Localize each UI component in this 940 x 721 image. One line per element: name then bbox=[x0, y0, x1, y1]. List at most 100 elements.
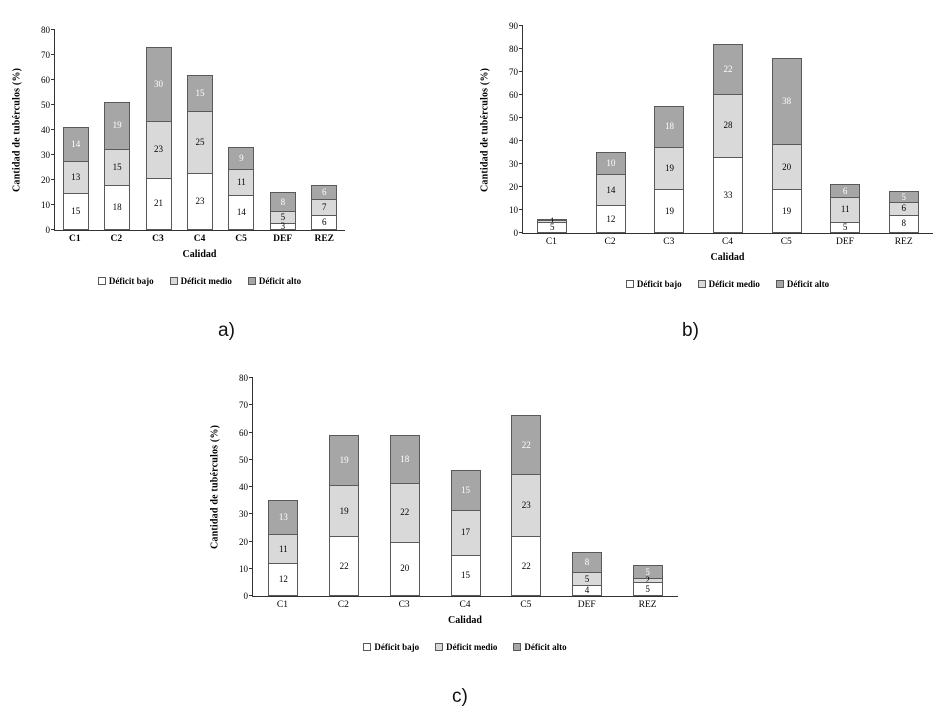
stacked-bar: 23 25 15 bbox=[186, 74, 213, 230]
segment-value-label: 15 bbox=[195, 87, 205, 98]
segment-value-label: 5 bbox=[280, 211, 286, 222]
segment-value-label: 14 bbox=[71, 139, 81, 149]
segment-value-label: 28 bbox=[723, 120, 733, 131]
segment-value-label: 5 bbox=[550, 221, 555, 232]
y-tick bbox=[249, 458, 253, 460]
bar-segment-deficit-bajo: 21 bbox=[145, 177, 172, 230]
y-tick bbox=[51, 229, 55, 230]
segment-value-label: 13 bbox=[278, 512, 288, 523]
segment-value-label: 9 bbox=[239, 152, 244, 163]
bar-segment-deficit-medio: 19 bbox=[654, 146, 685, 191]
y-tick-label: 60 bbox=[239, 427, 248, 438]
bar-segment-deficit-alto: 22 bbox=[713, 44, 744, 95]
y-tick bbox=[51, 104, 55, 105]
y-tick-label: 30 bbox=[239, 509, 248, 520]
legend-marker bbox=[513, 643, 522, 651]
category-label: DEF bbox=[835, 237, 854, 247]
segment-value-label: 20 bbox=[782, 161, 792, 172]
segment-value-label: 5 bbox=[584, 573, 590, 584]
segment-value-label: 38 bbox=[782, 96, 792, 107]
bar-segment-deficit-medio: 11 bbox=[830, 197, 861, 223]
category-label: C1 bbox=[545, 237, 557, 247]
figure-label-a: a) bbox=[218, 320, 235, 341]
bar-segment-deficit-alto: 8 bbox=[269, 192, 296, 212]
y-tick-label: 10 bbox=[509, 205, 518, 215]
category-label: C3 bbox=[398, 600, 410, 610]
segment-value-label: 8 bbox=[901, 218, 907, 229]
bar-segment-deficit-bajo: 20 bbox=[389, 541, 420, 596]
plot-column: 15 13 14 18 15 19 21 23 30 23 25 15 14 11 9 3 5 8 6 7 6 C1 C2… bbox=[51, 29, 345, 286]
category-label: C1 bbox=[276, 600, 288, 610]
bar-segment-deficit-medio: 6 bbox=[888, 201, 919, 216]
segment-value-label: 19 bbox=[339, 505, 349, 516]
chart-a-body: Cantidad de tubérculos (%) 0 10 20 30 40 50 60… bbox=[10, 25, 345, 286]
legend-item: Déficit alto bbox=[513, 642, 567, 652]
bar-segment-deficit-medio: 11 bbox=[228, 168, 255, 196]
category-label: C2 bbox=[110, 234, 123, 244]
stacked-bar: 5 11 6 bbox=[830, 184, 861, 233]
y-tick bbox=[519, 163, 523, 164]
y-tick-label: 20 bbox=[509, 182, 518, 192]
segment-value-label: 6 bbox=[901, 203, 907, 214]
bar-segment-deficit-medio: 28 bbox=[713, 93, 744, 159]
y-tick-label: 0 bbox=[45, 225, 51, 235]
category-label: REZ bbox=[638, 600, 657, 610]
category-label: REZ bbox=[894, 237, 913, 247]
segment-value-label: 1 bbox=[550, 215, 555, 225]
bar-segment-deficit-medio: 20 bbox=[771, 144, 802, 191]
y-tick-label: 10 bbox=[41, 200, 50, 210]
segment-value-label: 21 bbox=[154, 198, 164, 209]
y-tick bbox=[51, 79, 55, 80]
legend-marker bbox=[625, 280, 634, 288]
bar-segment-deficit-medio: 23 bbox=[145, 121, 172, 179]
x-axis-title: Calidad bbox=[448, 615, 482, 626]
category-label: C3 bbox=[663, 237, 675, 247]
bar-group-c1: 511 bbox=[523, 26, 582, 233]
bar-segment-deficit-bajo: 6 bbox=[311, 215, 338, 230]
y-tick bbox=[519, 117, 523, 118]
bar-group-c4: 33 28 22 bbox=[699, 26, 758, 233]
bar-segment-deficit-bajo: 15 bbox=[450, 555, 481, 596]
y-tick-label: 80 bbox=[509, 44, 518, 54]
plot-area: 12 11 13 22 19 19 20 22 18 15 17 15 22 23 22 4 5 8 5 2 5 bbox=[249, 377, 678, 597]
segment-value-label: 5 bbox=[645, 583, 650, 594]
y-tick bbox=[51, 54, 55, 55]
bar-group-c3: 19 19 18 bbox=[640, 26, 699, 233]
segment-value-label: 22 bbox=[400, 507, 410, 518]
bar-segment-deficit-bajo: 12 bbox=[595, 205, 626, 233]
legend-item: Déficit bajo bbox=[625, 279, 682, 289]
segment-value-label: 22 bbox=[521, 439, 531, 450]
bar-segment-deficit-medio: 17 bbox=[450, 509, 481, 557]
category-label: REZ bbox=[314, 234, 335, 244]
bar-group-c4: 23 25 15 bbox=[179, 30, 220, 230]
bar-segment-deficit-medio: 14 bbox=[595, 174, 626, 207]
y-tick bbox=[249, 540, 253, 542]
bar-segment-deficit-bajo: 23 bbox=[186, 172, 213, 230]
y-tick-label: 40 bbox=[509, 136, 518, 146]
segment-value-label: 18 bbox=[112, 202, 122, 212]
y-tick-label: 50 bbox=[41, 100, 50, 110]
segment-value-label: 33 bbox=[723, 189, 733, 200]
bar-group-c3: 20 22 18 bbox=[374, 378, 435, 596]
x-axis-labels: C1 C2 C3 C4 C5 DEF REZ bbox=[54, 234, 345, 244]
bar-segment-deficit-alto: 19 bbox=[104, 102, 131, 150]
segment-value-label: 19 bbox=[339, 454, 349, 465]
y-tick bbox=[519, 232, 523, 233]
stacked-bar: 22 19 19 bbox=[329, 434, 360, 596]
y-tick bbox=[519, 48, 523, 49]
bar-segment-deficit-bajo: 22 bbox=[511, 536, 542, 596]
y-axis: 0 10 20 30 40 50 60 70 80 bbox=[24, 25, 54, 235]
stacked-bar: 15 13 14 bbox=[62, 127, 89, 230]
segment-value-label: 23 bbox=[195, 195, 205, 206]
bar-group-c2: 22 19 19 bbox=[314, 378, 375, 596]
legend-item: Déficit medio bbox=[169, 276, 232, 286]
category-label: C5 bbox=[235, 234, 247, 244]
y-tick bbox=[249, 486, 253, 487]
bar-group-rez: 6 7 6 bbox=[304, 30, 345, 230]
bar-segment-deficit-alto: 15 bbox=[450, 469, 481, 511]
stacked-bar: 15 17 15 bbox=[450, 469, 481, 596]
